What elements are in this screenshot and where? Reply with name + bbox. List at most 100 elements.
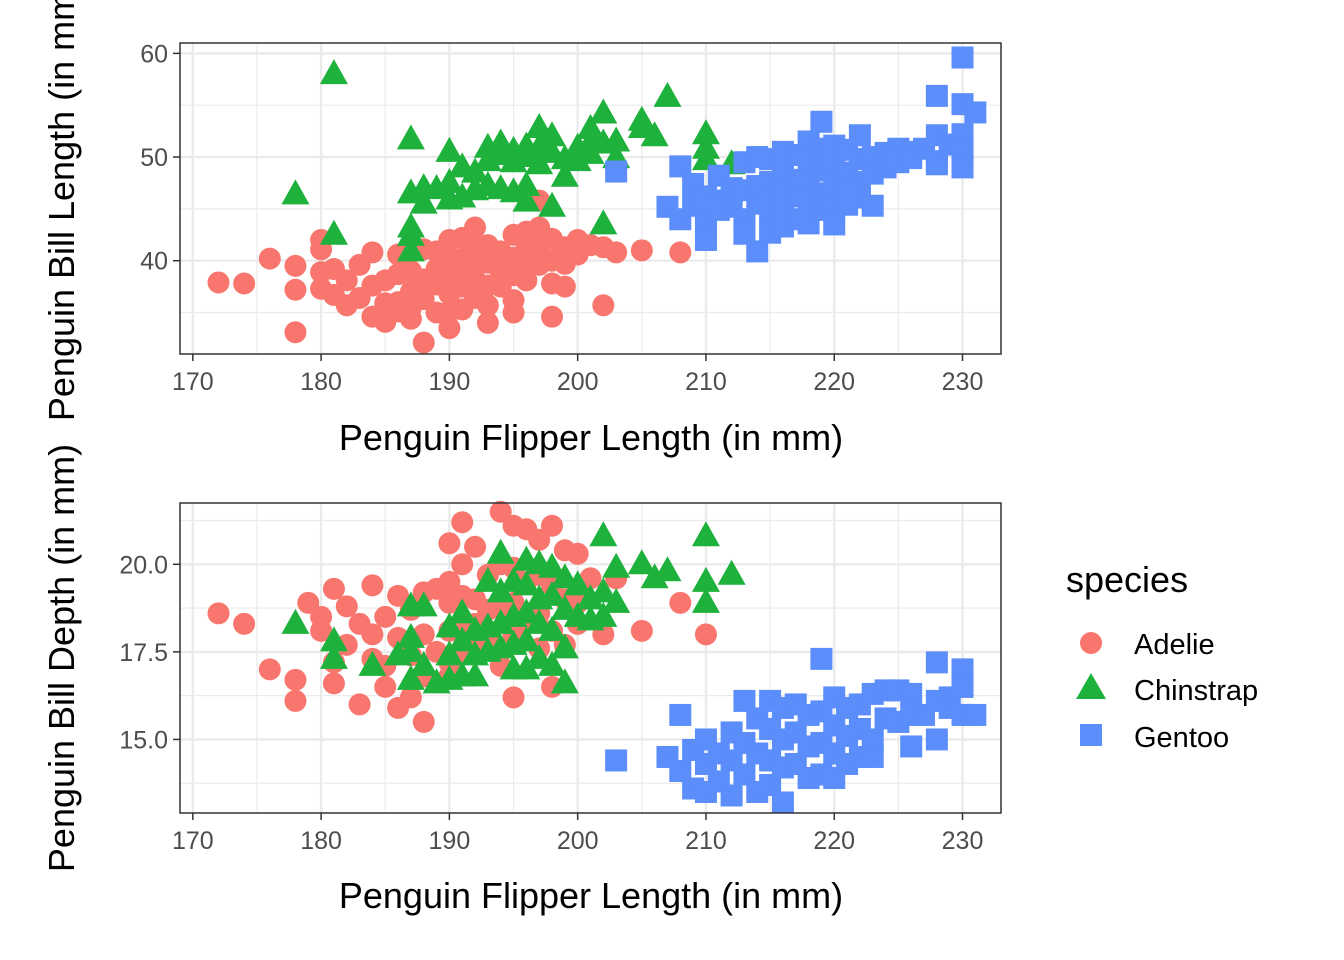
gentoo-point [951, 123, 974, 146]
chinstrap-point [691, 566, 720, 592]
adelie-point [528, 528, 551, 551]
gentoo-point [900, 682, 923, 705]
gentoo-point [759, 773, 782, 796]
adelie-point [258, 658, 281, 681]
gentoo-point [964, 703, 987, 726]
chinstrap-point [435, 640, 464, 666]
gentoo-point [861, 728, 884, 751]
gentoo-point [669, 155, 692, 178]
chinstrap-point [538, 191, 567, 217]
adelie-point [348, 693, 371, 716]
x-tick-label: 180 [300, 827, 342, 855]
adelie-point [374, 605, 397, 628]
legend-item-adelie: Adelie [1080, 629, 1215, 661]
adelie-point [669, 241, 692, 264]
gentoo-point [925, 728, 948, 751]
chinstrap-point [691, 145, 720, 171]
legend-key-triangle-icon [1076, 673, 1106, 699]
chinstrap-point [435, 167, 464, 193]
chinstrap-point [538, 615, 567, 641]
chinstrap-point [486, 608, 515, 634]
chinstrap-point [691, 521, 720, 547]
chinstrap-point [319, 219, 348, 245]
chinstrap-point [396, 664, 425, 690]
x-axis-title-top: Penguin Flipper Length (in mm) [339, 417, 843, 458]
chinstrap-point [435, 612, 464, 638]
chinstrap-point [538, 580, 567, 606]
x-tick-label: 200 [557, 827, 599, 855]
adelie-point [630, 239, 653, 262]
adelie-point [207, 271, 230, 294]
chinstrap-point [653, 556, 682, 582]
adelie-point [284, 668, 307, 691]
gentoo-point [733, 222, 756, 245]
chinstrap-point [576, 138, 605, 164]
x-axis-title-bottom: Penguin Flipper Length (in mm) [339, 875, 843, 916]
adelie-point [502, 686, 525, 709]
chinstrap-point [550, 161, 579, 187]
adelie-point [489, 500, 512, 523]
panel-border [179, 42, 1002, 355]
gentoo-point [810, 647, 833, 670]
chinstrap-point [653, 81, 682, 107]
adelie-point [284, 278, 307, 301]
adelie-point [592, 294, 615, 317]
adelie-point [630, 619, 653, 642]
adelie-point [361, 574, 384, 597]
gentoo-point [900, 735, 923, 758]
chinstrap-point [576, 584, 605, 610]
adelie-point [361, 241, 384, 264]
x-tick-label: 230 [942, 827, 984, 855]
adelie-point [335, 595, 358, 618]
chinstrap-point [602, 126, 631, 152]
adelie-point [438, 570, 461, 593]
chinstrap-point [512, 570, 541, 596]
gentoo-point [771, 791, 794, 814]
adelie-point [322, 672, 345, 695]
adelie-point [233, 272, 256, 295]
adelie-point [541, 514, 564, 537]
x-tick-label: 220 [813, 368, 855, 396]
adelie-point [566, 542, 589, 565]
gentoo-point [669, 759, 692, 782]
adelie-point [502, 301, 525, 324]
chinstrap-point [409, 650, 438, 676]
chinstrap-point [550, 668, 579, 694]
adelie-point [451, 553, 474, 576]
x-tick-label: 210 [685, 368, 727, 396]
y-tick-label: 40 [140, 248, 168, 276]
chinstrap-point [448, 598, 477, 624]
legend-key-circle-icon [1080, 632, 1102, 654]
chinstrap-point [589, 521, 618, 547]
adelie-point [361, 623, 384, 646]
adelie-point [412, 710, 435, 733]
adelie-point [387, 584, 410, 607]
chinstrap-point [602, 587, 631, 613]
adelie-point [297, 591, 320, 614]
gentoo-point [810, 110, 833, 133]
legend-label-adelie: Adelie [1134, 629, 1215, 661]
x-tick-label: 170 [172, 368, 214, 396]
chinstrap-point [396, 220, 425, 246]
bill-length-panel: 170 180 190 200 210 220 230 40 50 60 [140, 40, 1002, 396]
gentoo-point [733, 763, 756, 786]
adelie-point [515, 269, 538, 292]
chinstrap-point [512, 171, 541, 197]
chinstrap-point [512, 598, 541, 624]
chinstrap-point [640, 121, 669, 147]
chinstrap-point [691, 119, 720, 145]
chinstrap-point [396, 124, 425, 150]
legend: species Adelie Chinstrap Gentoo [1066, 559, 1258, 754]
adelie-point [438, 532, 461, 555]
adelie-point [438, 317, 461, 340]
adelie-point [541, 305, 564, 328]
adelie-point [669, 591, 692, 614]
adelie-point [399, 686, 422, 709]
chinstrap-point [589, 577, 618, 603]
gentoo-point [964, 101, 987, 124]
chinstrap-point [409, 188, 438, 214]
gentoo-point [720, 784, 743, 807]
adelie-point [284, 321, 307, 344]
x-tick-label: 200 [557, 368, 599, 396]
